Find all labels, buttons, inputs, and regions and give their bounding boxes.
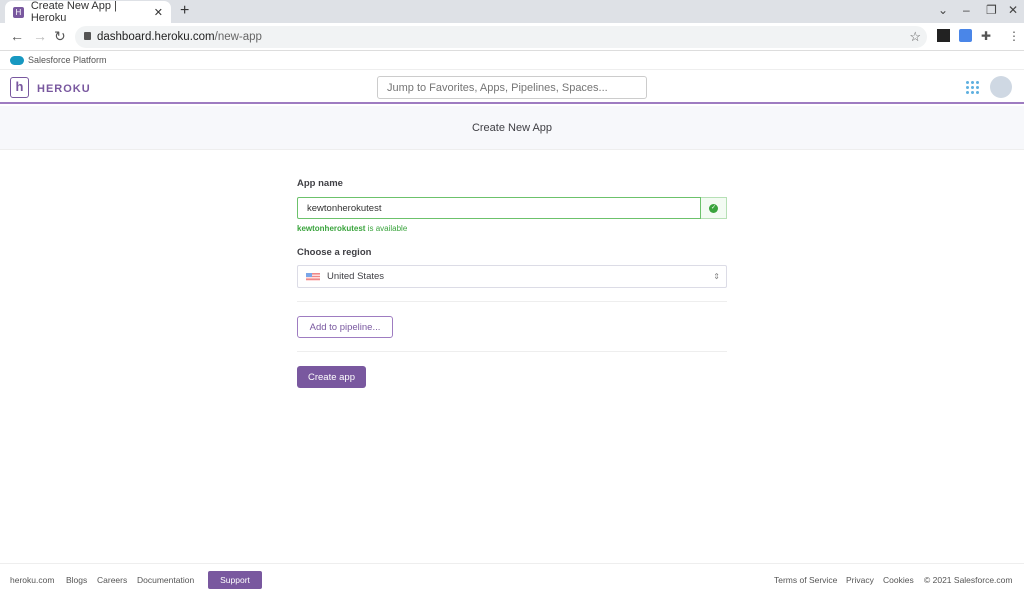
apps-grid-icon[interactable] — [966, 81, 979, 94]
available-check-icon: ✓ — [701, 197, 727, 219]
bookmarks-bar: Salesforce Platform — [0, 51, 1024, 70]
minimize-icon[interactable]: – — [963, 3, 970, 17]
divider — [297, 351, 727, 352]
url-input[interactable]: dashboard.heroku.com/new-app ☆ — [75, 26, 927, 48]
brand-name[interactable]: HEROKU — [37, 83, 91, 95]
app-name-input[interactable]: kewtonherokutest — [297, 197, 701, 219]
footer-link-privacy[interactable]: Privacy — [846, 575, 874, 585]
heroku-logo-icon[interactable]: h — [10, 77, 29, 98]
select-caret-icon: ⇕ — [713, 272, 720, 281]
search-input[interactable] — [377, 76, 647, 99]
divider — [297, 301, 727, 302]
menu-kebab-icon[interactable]: ⋮ — [1008, 29, 1020, 43]
create-app-form: App name kewtonherokutest ✓ kewtonheroku… — [297, 178, 727, 388]
bookmark-star-icon[interactable]: ☆ — [909, 29, 921, 44]
url-path: /new-app — [214, 31, 262, 43]
support-button[interactable]: Support — [208, 571, 262, 589]
footer: heroku.com Blogs Careers Documentation S… — [0, 563, 1024, 595]
footer-link-cookies[interactable]: Cookies — [883, 575, 914, 585]
footer-link-heroku[interactable]: heroku.com — [10, 575, 55, 585]
region-value: United States — [327, 271, 385, 282]
app-name-label: App name — [297, 178, 343, 189]
extension-h-icon[interactable] — [937, 29, 950, 42]
url-host: dashboard.heroku.com — [97, 31, 215, 43]
close-tab-icon[interactable]: ✕ — [153, 6, 163, 19]
browser-tab[interactable]: H Create New App | Heroku ✕ — [5, 0, 171, 24]
availability-message: kewtonherokutest is available — [297, 224, 408, 233]
tab-title: Create New App | Heroku — [30, 0, 117, 24]
forward-icon[interactable]: → — [33, 28, 47, 44]
copyright: © 2021 Salesforce.com — [924, 575, 1013, 585]
region-label: Choose a region — [297, 247, 372, 258]
salesforce-cloud-icon — [10, 56, 24, 65]
browser-tab-bar: H Create New App | Heroku ✕ + ⌄ – ❐ ✕ — [0, 0, 1024, 24]
back-icon[interactable]: ← — [10, 28, 24, 44]
reload-icon[interactable]: ↻ — [54, 28, 66, 44]
avatar[interactable] — [990, 76, 1012, 98]
footer-link-careers[interactable]: Careers — [97, 575, 128, 585]
address-bar-row: ← → ↻ dashboard.heroku.com/new-app ☆ ✚ ⋮ — [0, 23, 1024, 51]
us-flag-icon — [306, 272, 320, 281]
heroku-favicon-icon: H — [13, 6, 24, 18]
translate-extension-icon[interactable] — [959, 29, 972, 42]
close-window-icon[interactable]: ✕ — [1008, 3, 1019, 17]
create-app-button[interactable]: Create app — [297, 366, 366, 388]
tab-search-icon[interactable]: ⌄ — [938, 3, 949, 17]
footer-link-blogs[interactable]: Blogs — [66, 575, 88, 585]
new-tab-button[interactable]: + — [180, 2, 190, 19]
extensions-puzzle-icon[interactable]: ✚ — [981, 29, 992, 43]
lock-icon — [84, 32, 91, 40]
footer-link-terms[interactable]: Terms of Service — [774, 575, 838, 585]
add-to-pipeline-button[interactable]: Add to pipeline... — [297, 316, 393, 338]
bookmark-salesforce-platform[interactable]: Salesforce Platform — [28, 55, 107, 65]
footer-link-documentation[interactable]: Documentation — [137, 575, 195, 585]
page-title: Create New App — [0, 106, 1024, 150]
heroku-header: h HEROKU — [0, 71, 1024, 104]
restore-icon[interactable]: ❐ — [986, 3, 997, 17]
region-select[interactable]: United States ⇕ — [297, 265, 727, 288]
